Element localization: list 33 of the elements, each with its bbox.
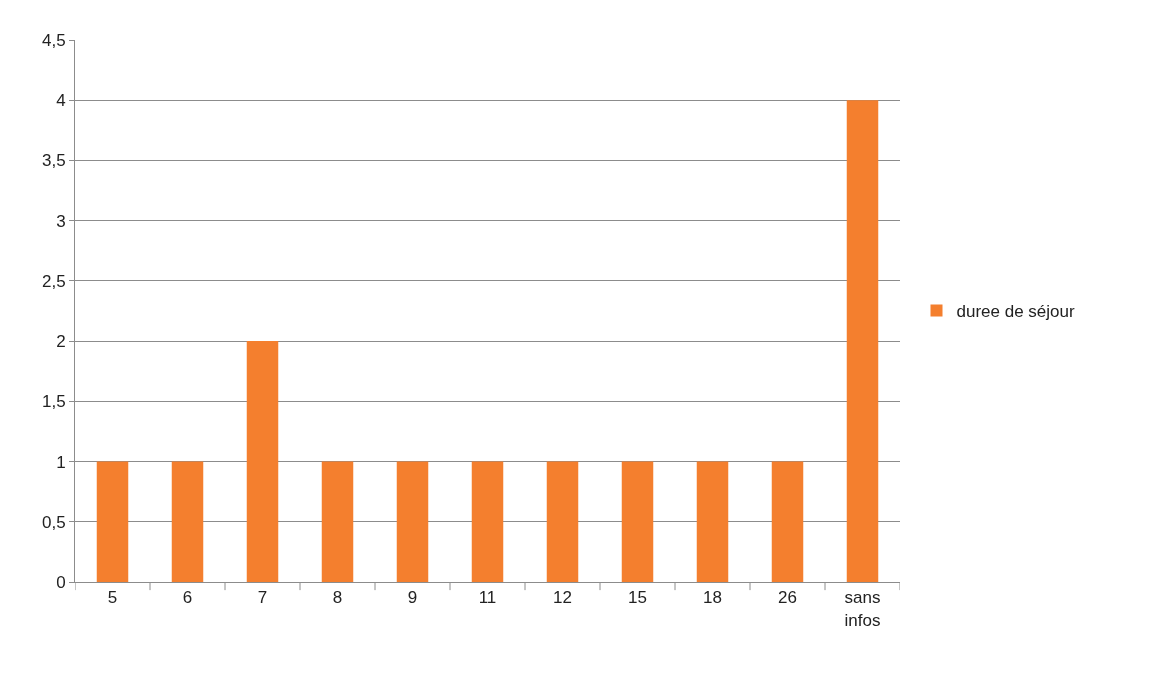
bar [471, 461, 504, 582]
x-tick-label: 18 [703, 588, 722, 608]
bar [846, 100, 879, 582]
y-tick-label: 1 [56, 452, 66, 472]
y-tick-label: 0 [56, 572, 66, 592]
y-tick-label: 4,5 [41, 30, 66, 50]
bar [621, 461, 654, 582]
bar [96, 461, 129, 582]
x-tick-label: 8 [332, 588, 343, 608]
bar [546, 461, 579, 582]
bar [321, 461, 354, 582]
bar [171, 461, 204, 582]
x-tick-label: sans infos [844, 588, 881, 630]
y-tick-label: 1,5 [41, 392, 66, 412]
y-tick-label: 3 [56, 211, 66, 231]
x-tick-label: 5 [107, 588, 118, 608]
x-tick-label: 7 [257, 588, 268, 608]
x-tick-label: 6 [182, 588, 193, 608]
x-tick-label: 11 [478, 588, 497, 608]
bar [396, 461, 429, 582]
bar [696, 461, 729, 582]
y-tick-label: 3,5 [41, 151, 66, 171]
bar [246, 341, 279, 582]
legend-label: duree de séjour [956, 302, 1075, 322]
x-tick-label: 15 [628, 588, 647, 608]
bar [771, 461, 804, 582]
x-tick-label: 26 [778, 588, 797, 608]
x-tick-label: 12 [553, 588, 572, 608]
y-tick-label: 0,5 [41, 512, 66, 532]
y-tick-label: 2 [56, 332, 66, 352]
y-tick-label: 4 [56, 91, 66, 111]
x-tick-label: 9 [407, 588, 418, 608]
y-tick-label: 2,5 [41, 271, 66, 291]
